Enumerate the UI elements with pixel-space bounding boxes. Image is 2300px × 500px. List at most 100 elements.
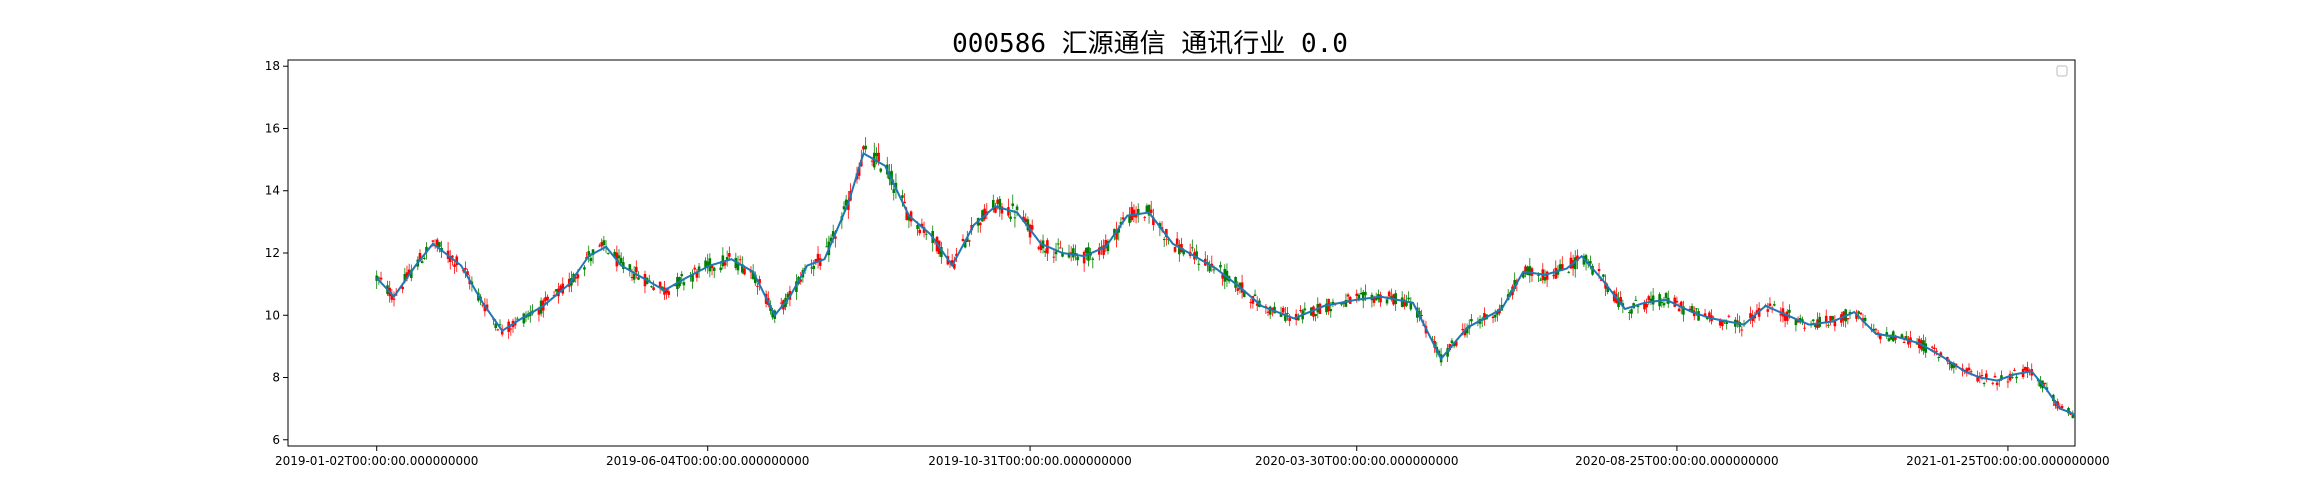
- candle-body: [924, 233, 928, 235]
- candle-body: [996, 199, 999, 204]
- candle-body: [1755, 310, 1759, 314]
- candles-group: [375, 137, 2075, 419]
- candle-body: [756, 285, 759, 287]
- candle-body: [901, 195, 904, 198]
- candle-body: [1299, 310, 1302, 312]
- candle-body: [905, 211, 909, 221]
- candle-body: [1788, 309, 1791, 313]
- candle-body: [922, 227, 926, 233]
- candle-body: [1824, 315, 1828, 324]
- candle-body: [637, 277, 640, 280]
- candle-body: [1465, 328, 1469, 334]
- candle-body: [1173, 247, 1177, 252]
- candle-body: [834, 236, 837, 239]
- candle-body: [1831, 316, 1834, 320]
- candle-body: [630, 276, 634, 278]
- candle-body: [1736, 320, 1739, 323]
- candle-body: [961, 238, 965, 242]
- candle-body: [864, 145, 867, 150]
- candle-body: [1297, 316, 1300, 321]
- candle-body: [1091, 258, 1095, 260]
- candle-body: [1234, 276, 1237, 288]
- candle-body: [1007, 207, 1010, 216]
- candle-body: [481, 304, 485, 306]
- candle-body: [1286, 312, 1289, 314]
- candle-body: [862, 146, 865, 150]
- candle-body: [812, 265, 816, 270]
- candle-body: [743, 268, 746, 275]
- candle-body: [1121, 217, 1125, 220]
- candle-body: [1887, 338, 1891, 341]
- candle-body: [1980, 375, 1984, 377]
- candle-body: [1643, 302, 1646, 310]
- candle-body: [1461, 328, 1465, 331]
- candle-body: [1483, 313, 1486, 321]
- candle-body: [516, 318, 519, 320]
- candle-body: [390, 294, 394, 300]
- candle-body: [2071, 414, 2075, 419]
- candle-body: [1679, 301, 1683, 308]
- candle-body: [1636, 305, 1640, 307]
- candle-body: [665, 289, 668, 294]
- candle-body: [1076, 256, 1079, 261]
- candle-body: [392, 298, 396, 300]
- candle-body: [1026, 219, 1030, 231]
- candle-body: [2013, 369, 2016, 371]
- candle-body: [1537, 274, 1540, 276]
- candle-body: [994, 207, 997, 213]
- candle-body: [1662, 303, 1666, 306]
- candle-body: [1647, 296, 1651, 301]
- candle-body: [1721, 320, 1724, 327]
- candle-body: [602, 240, 606, 246]
- candle-body: [1281, 307, 1285, 313]
- candle-body: [1984, 373, 1988, 379]
- x-tick-label: 2019-06-04T00:00:00.000000000: [606, 454, 810, 468]
- candle-body: [1255, 303, 1259, 306]
- candle-body: [1768, 303, 1772, 306]
- candle-body: [981, 210, 984, 222]
- candle-body: [816, 253, 820, 262]
- candle-body: [1935, 350, 1938, 352]
- candle-body: [1379, 294, 1382, 303]
- candle-body: [1325, 303, 1328, 313]
- candle-body: [1539, 279, 1542, 281]
- candle-body: [1846, 318, 1850, 320]
- candle-body: [955, 253, 958, 257]
- candle-body: [1833, 321, 1837, 327]
- candle-body: [695, 271, 699, 278]
- candle-body: [903, 201, 906, 204]
- candle-body: [831, 231, 835, 237]
- candle-body: [587, 251, 591, 258]
- candle-body: [1876, 332, 1880, 334]
- candle-body: [1907, 338, 1910, 345]
- candle-body: [966, 237, 969, 242]
- candle-body: [2006, 381, 2010, 383]
- candle-body: [1011, 203, 1015, 207]
- candle-body: [1219, 264, 1222, 268]
- candle-body: [1072, 248, 1075, 258]
- candle-body: [1673, 297, 1677, 307]
- candle-body: [723, 262, 727, 266]
- candle-body: [1390, 296, 1393, 299]
- candle-body: [422, 257, 426, 259]
- candle-body: [438, 242, 441, 247]
- candle-body: [1067, 252, 1071, 258]
- candle-body: [2060, 405, 2064, 409]
- candle-body: [1753, 315, 1757, 319]
- candle-body: [1102, 245, 1105, 255]
- candle-body: [2026, 367, 2029, 373]
- candle-body: [1288, 317, 1291, 321]
- candle-body: [771, 310, 774, 318]
- candle-body: [559, 285, 562, 292]
- candle-body: [1409, 302, 1413, 310]
- candle-body: [1195, 251, 1198, 258]
- candle-body: [1703, 313, 1707, 317]
- candle-body: [825, 246, 828, 248]
- candle-body: [1718, 319, 1722, 326]
- candle-body: [1725, 321, 1728, 324]
- candle-body: [1024, 218, 1028, 223]
- candle-body: [1783, 314, 1787, 321]
- candle-body: [1097, 247, 1101, 255]
- candle-body: [1069, 252, 1073, 254]
- candle-body: [1145, 205, 1149, 213]
